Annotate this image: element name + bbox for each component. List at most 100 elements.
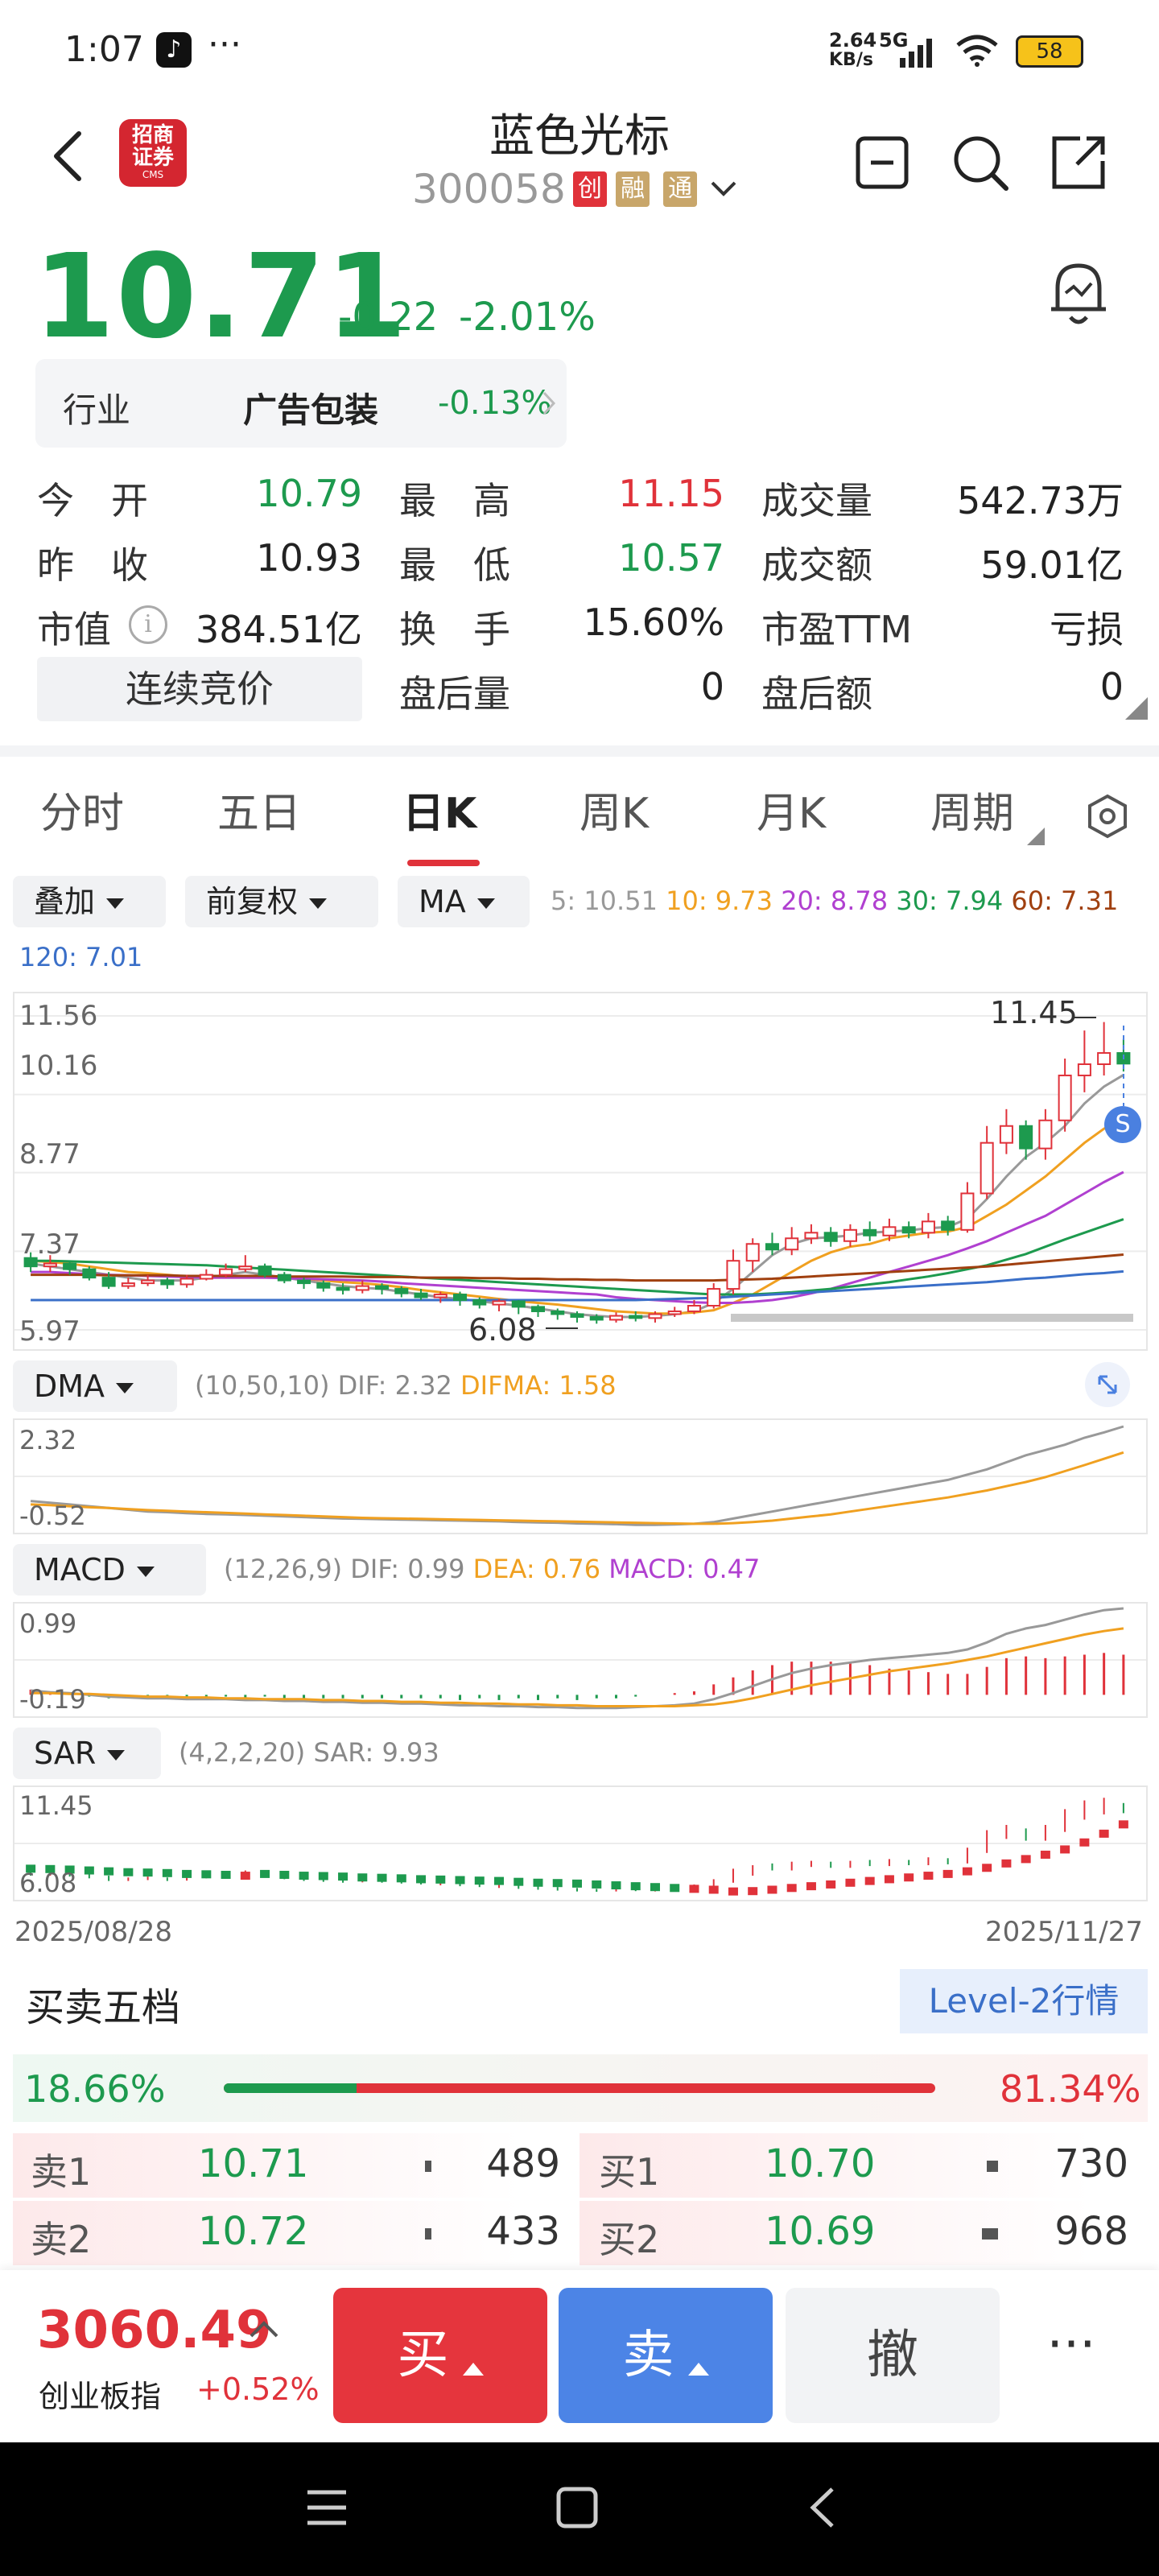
macd-axis-bottom: -0.19 bbox=[19, 1684, 86, 1715]
trading-status-badge: 连续竞价 bbox=[37, 657, 362, 721]
share-icon[interactable] bbox=[1048, 132, 1109, 193]
collapse-panel-icon[interactable] bbox=[1085, 1362, 1130, 1407]
stat-label-pe: 市盈TTM bbox=[761, 608, 913, 651]
back-icon[interactable] bbox=[45, 126, 93, 187]
candle-body bbox=[433, 1294, 448, 1298]
stock-code-row[interactable]: 300058 创 融 通 bbox=[412, 166, 738, 217]
sar-dot bbox=[689, 1885, 699, 1893]
adjust-dropdown[interactable]: 前复权 bbox=[185, 876, 378, 927]
sar-dot bbox=[826, 1880, 836, 1889]
candle-body bbox=[629, 1315, 643, 1319]
overlay-dropdown[interactable]: 叠加 bbox=[13, 876, 166, 927]
candle-body bbox=[316, 1282, 331, 1289]
tab-monthly-k[interactable]: 月K bbox=[757, 790, 827, 838]
candle-body bbox=[258, 1265, 272, 1276]
macd-dea-line bbox=[31, 1627, 1124, 1707]
dma-chart-svg bbox=[14, 1425, 1146, 1526]
sar-dot bbox=[1118, 1820, 1128, 1829]
stat-label-after-amt: 盘后额 bbox=[761, 672, 872, 716]
ratio-bar-buy-fill bbox=[224, 2083, 357, 2093]
buy-button[interactable]: 买 bbox=[333, 2288, 547, 2423]
ma-label: MA bbox=[419, 884, 466, 919]
ma60-line bbox=[31, 1253, 1124, 1282]
stat-label-prev-close: 昨 收 bbox=[37, 543, 148, 587]
home-nav-icon[interactable] bbox=[555, 2486, 599, 2529]
industry-pill[interactable]: 行业 广告包装 -0.13% bbox=[35, 359, 567, 448]
dma-dropdown[interactable]: DMA bbox=[13, 1360, 177, 1412]
sar-dot bbox=[26, 1864, 36, 1873]
stock-code: 300058 bbox=[412, 166, 566, 213]
cancel-button-label: 撤 bbox=[867, 2326, 918, 2385]
tab-daily-k[interactable]: 日K bbox=[402, 790, 477, 838]
sell2-price[interactable]: 10.72 bbox=[198, 2209, 309, 2254]
more-button[interactable]: ··· bbox=[1046, 2315, 1096, 2375]
candle-body bbox=[63, 1262, 77, 1270]
info-icon[interactable]: i bbox=[129, 605, 167, 644]
back-nav-icon[interactable] bbox=[806, 2484, 839, 2531]
sell2-volume: 433 bbox=[486, 2209, 560, 2254]
chevron-up-icon[interactable] bbox=[248, 2318, 280, 2339]
macd-name: MACD bbox=[34, 1552, 126, 1587]
sar-dot bbox=[514, 1877, 524, 1886]
sar-name: SAR bbox=[34, 1736, 97, 1771]
ma-dropdown[interactable]: MA bbox=[398, 876, 530, 927]
menu-nav-icon[interactable] bbox=[306, 2487, 348, 2528]
candle-body bbox=[1038, 1119, 1053, 1150]
index-value[interactable]: 3060.49 bbox=[37, 2301, 272, 2360]
cancel-button[interactable]: 撤 bbox=[786, 2288, 1000, 2423]
sar-dropdown[interactable]: SAR bbox=[13, 1728, 161, 1779]
search-icon[interactable] bbox=[950, 132, 1011, 193]
order-row-2: 卖2 10.72 433 买2 10.69 968 bbox=[13, 2201, 1148, 2265]
sell1-label: 卖1 bbox=[31, 2150, 92, 2194]
sar-axis-top: 11.45 bbox=[19, 1790, 93, 1821]
sell-side-bg bbox=[13, 2201, 576, 2265]
candle-body bbox=[530, 1306, 546, 1312]
level2-button[interactable]: Level-2行情 bbox=[900, 1969, 1148, 2033]
wifi-icon bbox=[955, 32, 1000, 68]
signal-s-icon[interactable]: S bbox=[1104, 1106, 1141, 1143]
y-label-2: 10.16 bbox=[19, 1050, 98, 1082]
sar-dot bbox=[942, 1869, 953, 1878]
trading-status-label: 连续竞价 bbox=[126, 667, 274, 711]
sar-dot bbox=[708, 1885, 719, 1894]
sar-dot bbox=[572, 1879, 582, 1888]
candle-body bbox=[707, 1288, 721, 1307]
y-label-4: 7.37 bbox=[19, 1228, 80, 1261]
industry-label: 行业 bbox=[63, 390, 131, 430]
tab-weekly-k[interactable]: 周K bbox=[580, 790, 650, 838]
index-change: +0.52% bbox=[196, 2372, 320, 2407]
sar-dot bbox=[435, 1875, 446, 1884]
sar-dot bbox=[806, 1882, 816, 1891]
period-corner-icon bbox=[1027, 828, 1045, 845]
net-speed-top: 2.64 bbox=[829, 29, 877, 52]
ma10-value: 10: 9.73 bbox=[666, 886, 773, 916]
remove-watchlist-icon[interactable] bbox=[853, 134, 911, 192]
overlay-label: 叠加 bbox=[34, 884, 96, 919]
tab-period[interactable]: 周期 bbox=[930, 790, 1015, 838]
candle-body bbox=[492, 1300, 506, 1306]
k-chart[interactable]: 11.56 10.16 8.77 7.37 5.97 11.45 6.08 S bbox=[13, 992, 1148, 1351]
buy2-volume: 968 bbox=[1054, 2209, 1128, 2254]
sar-dot bbox=[650, 1883, 660, 1892]
buy1-price[interactable]: 10.70 bbox=[765, 2141, 876, 2186]
dma-difma: DIFMA: 1.58 bbox=[460, 1370, 617, 1401]
buy2-price[interactable]: 10.69 bbox=[765, 2209, 876, 2254]
tab-five-day[interactable]: 五日 bbox=[217, 790, 302, 838]
candle-body bbox=[804, 1232, 819, 1240]
sell-button[interactable]: 卖 bbox=[559, 2288, 773, 2423]
macd-dea: DEA: 0.76 bbox=[472, 1554, 601, 1584]
sar-params: (4,2,2,20) bbox=[179, 1737, 306, 1768]
sar-dot bbox=[962, 1867, 972, 1876]
stat-value-volume: 542.73万 bbox=[957, 479, 1124, 522]
tab-intraday[interactable]: 分时 bbox=[40, 790, 125, 838]
sell1-bar bbox=[425, 2161, 431, 2172]
macd-dropdown[interactable]: MACD bbox=[13, 1544, 206, 1596]
price-alert-bell-icon[interactable] bbox=[1046, 256, 1111, 328]
candle-body bbox=[43, 1262, 57, 1268]
sell1-price[interactable]: 10.71 bbox=[198, 2141, 309, 2186]
sar-dot bbox=[377, 1873, 387, 1882]
sar-dot bbox=[142, 1868, 153, 1877]
candle-body bbox=[1097, 1052, 1112, 1065]
expand-corner-icon[interactable] bbox=[1125, 697, 1148, 720]
chart-settings-icon[interactable] bbox=[1087, 794, 1128, 839]
